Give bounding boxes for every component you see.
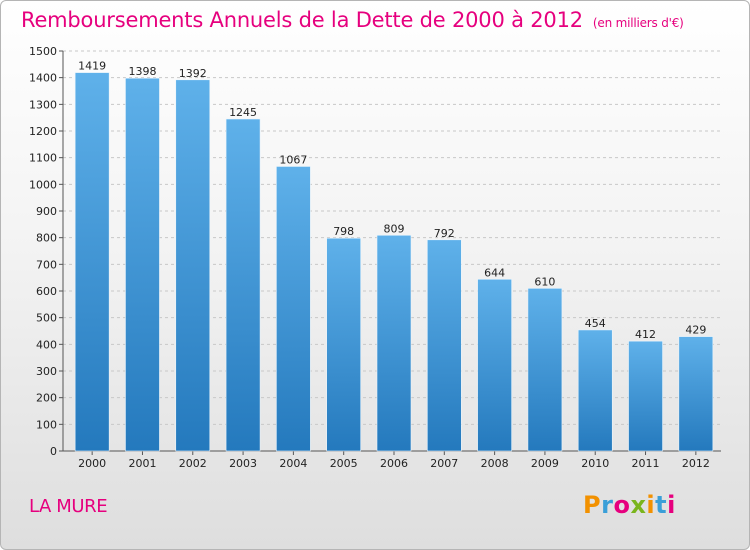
y-tick-label: 0: [50, 445, 57, 458]
value-label-2003: 1245: [229, 106, 257, 119]
value-label-2011: 412: [635, 328, 656, 341]
y-tick-labels: 0 100 200 300 400 500 600 700 800 900 1000 1100 1200…: [29, 45, 57, 458]
logo-letter: o: [613, 491, 631, 519]
logo-letter: x: [630, 491, 647, 519]
value-label-2006: 809: [384, 222, 405, 235]
bar-2012: [678, 336, 714, 452]
value-label-2000: 1419: [78, 60, 106, 73]
value-label-2008: 644: [484, 266, 505, 279]
bar-2004: [276, 166, 311, 452]
value-label-2010: 454: [585, 317, 606, 330]
x-tick-label-2000: 2000: [78, 457, 106, 470]
value-label-2005: 798: [333, 225, 354, 238]
x-tick-label-2009: 2009: [531, 457, 559, 470]
city-label: LA MURE: [29, 496, 108, 517]
bar-2002: [175, 79, 211, 452]
bar-2011: [628, 340, 663, 452]
x-tick-label-2011: 2011: [632, 457, 660, 470]
logo-letter: i: [667, 491, 676, 519]
x-tick-label-2006: 2006: [380, 457, 408, 470]
value-label-2001: 1398: [128, 65, 156, 78]
y-tick-label: 400: [36, 338, 57, 351]
value-labels: 1419 1398 1392 1245 1067 798 809 792 644 610 454 41…: [78, 60, 706, 342]
x-tick-labels: 2000 2001 2002 2003 2004 2005 2006 2007 2008 2009…: [78, 457, 710, 470]
value-label-2009: 610: [534, 275, 555, 288]
bar-2009: [527, 288, 563, 452]
y-tick-label: 200: [36, 392, 57, 405]
logo-letter: i: [646, 491, 656, 519]
x-tick-label-2010: 2010: [581, 457, 609, 470]
y-tick-label: 1300: [29, 98, 57, 111]
chart-title: Remboursements Annuels de la Dette de 20…: [21, 8, 684, 32]
y-tick-label: 500: [36, 312, 57, 325]
bar-2008: [477, 278, 512, 452]
y-tick-label: 1400: [29, 72, 57, 85]
x-tick-label-2008: 2008: [481, 457, 509, 470]
y-tick-label: 600: [36, 285, 57, 298]
x-tick-label-2012: 2012: [682, 457, 710, 470]
proxiti-logo: Proxiti: [583, 491, 676, 519]
y-tick-label: 1200: [29, 125, 57, 138]
y-tick-label: 300: [36, 365, 57, 378]
x-tick-label-2007: 2007: [430, 457, 458, 470]
x-tick-label-2002: 2002: [179, 457, 207, 470]
value-label-2012: 429: [685, 324, 706, 337]
x-tick-label-2005: 2005: [330, 457, 358, 470]
logo-letter: t: [655, 491, 668, 519]
y-tick-label: 800: [36, 232, 57, 245]
x-tick-label-2001: 2001: [128, 457, 156, 470]
y-tick-label: 900: [36, 205, 57, 218]
value-label-2002: 1392: [179, 67, 207, 80]
chart-title-text: Remboursements Annuels de la Dette de 20…: [21, 8, 583, 32]
bar-2010: [577, 329, 613, 452]
bar-2007: [427, 239, 462, 452]
logo-letter: P: [583, 491, 602, 519]
bars: [74, 72, 714, 452]
bar-2001: [125, 77, 160, 452]
logo-letter: r: [601, 491, 614, 519]
bar-2006: [376, 234, 412, 452]
y-tick-label: 1000: [29, 178, 57, 191]
y-tick-label: 100: [36, 418, 57, 431]
bar-2005: [326, 237, 361, 452]
value-label-2007: 792: [434, 227, 455, 240]
y-tick-label: 700: [36, 258, 57, 271]
y-tick-label: 1500: [29, 45, 57, 58]
value-label-2004: 1067: [279, 153, 307, 166]
chart-subtitle: (en milliers d'€): [592, 16, 684, 30]
x-tick-label-2003: 2003: [229, 457, 257, 470]
x-tick-label-2004: 2004: [279, 457, 307, 470]
y-tick-label: 1100: [29, 152, 57, 165]
bar-2000: [74, 72, 110, 452]
bar-2003: [225, 118, 261, 452]
